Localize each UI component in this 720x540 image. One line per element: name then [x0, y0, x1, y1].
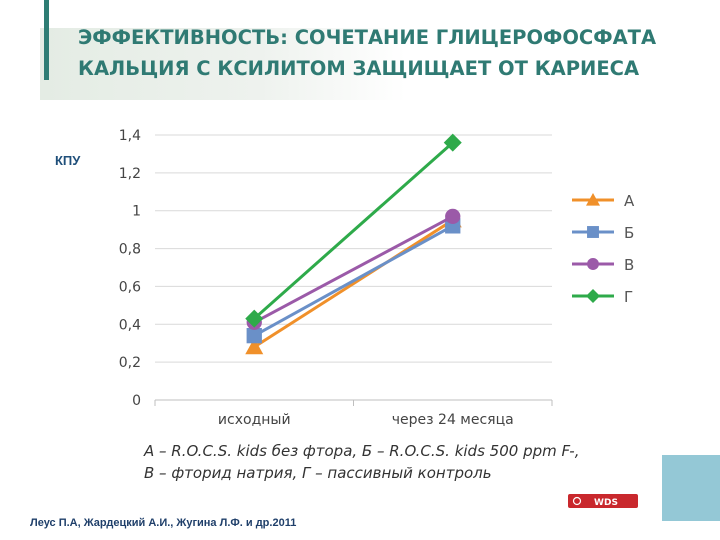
- y-tick-label: 0,2: [119, 355, 141, 371]
- caption-line-2: В – фторид натрия, Г – пассивный контрол…: [144, 464, 492, 482]
- slide-title: ЭФФЕКТИВНОСТЬ: СОЧЕТАНИЕ ГЛИЦЕРОФОСФАТА …: [78, 22, 698, 84]
- chart-panel: [92, 122, 692, 437]
- data-point: [445, 208, 461, 225]
- legend-marker: [587, 258, 599, 270]
- caption-line-1: А – R.O.C.S. kids без фтора, Б – R.O.C.S…: [144, 442, 580, 460]
- y-tick-label: 1,2: [119, 166, 141, 182]
- y-tick-label: 0: [132, 393, 141, 409]
- legend-marker: [587, 226, 599, 238]
- y-tick-label: 1: [132, 204, 141, 220]
- legend-marker: [586, 289, 600, 303]
- legend-marker: [586, 193, 600, 206]
- x-tick-label: через 24 месяца: [392, 412, 514, 428]
- logo-icon: WDS: [572, 496, 618, 508]
- legend-caption: А – R.O.C.S. kids без фтора, Б – R.O.C.S…: [144, 440, 664, 484]
- slide-title-line-1: ЭФФЕКТИВНОСТЬ: СОЧЕТАНИЕ ГЛИЦЕРОФОСФАТА: [78, 26, 657, 49]
- decorative-box: [662, 455, 720, 521]
- legend-label: Б: [624, 224, 634, 242]
- series-line: [253, 141, 454, 320]
- series-line: [253, 218, 454, 349]
- legend-label: А: [624, 192, 635, 210]
- data-point: [443, 133, 462, 152]
- citation: Леус П.А, Жардецкий А.И., Жугина Л.Ф. и …: [30, 517, 297, 529]
- logo-text: WDS: [594, 498, 618, 508]
- y-tick-label: 0,4: [119, 317, 141, 333]
- data-point: [245, 338, 264, 355]
- title-accent-bar: [44, 0, 49, 80]
- series-line: [253, 224, 454, 337]
- y-tick-label: 0,8: [119, 242, 141, 258]
- legend-label: В: [624, 256, 634, 274]
- y-tick-label: 1,4: [119, 128, 141, 144]
- y-tick-label: 0,6: [119, 279, 141, 295]
- slide-title-line-2: КАЛЬЦИЯ С КСИЛИТОМ ЗАЩИЩАЕТ ОТ КАРИЕСА: [78, 57, 640, 80]
- title-background: [40, 28, 406, 100]
- line-chart: 0 0,2 0,4 0,6 0,8 1 1,2 1,4 исходный через 24 мес…: [92, 122, 692, 437]
- y-axis-label: КПУ: [55, 153, 81, 168]
- company-logo: WDS: [568, 494, 638, 508]
- legend-label: Г: [624, 288, 633, 306]
- x-tick-label: исходный: [218, 412, 291, 428]
- data-point: [245, 309, 264, 328]
- series-line: [253, 215, 454, 324]
- data-point: [246, 327, 262, 344]
